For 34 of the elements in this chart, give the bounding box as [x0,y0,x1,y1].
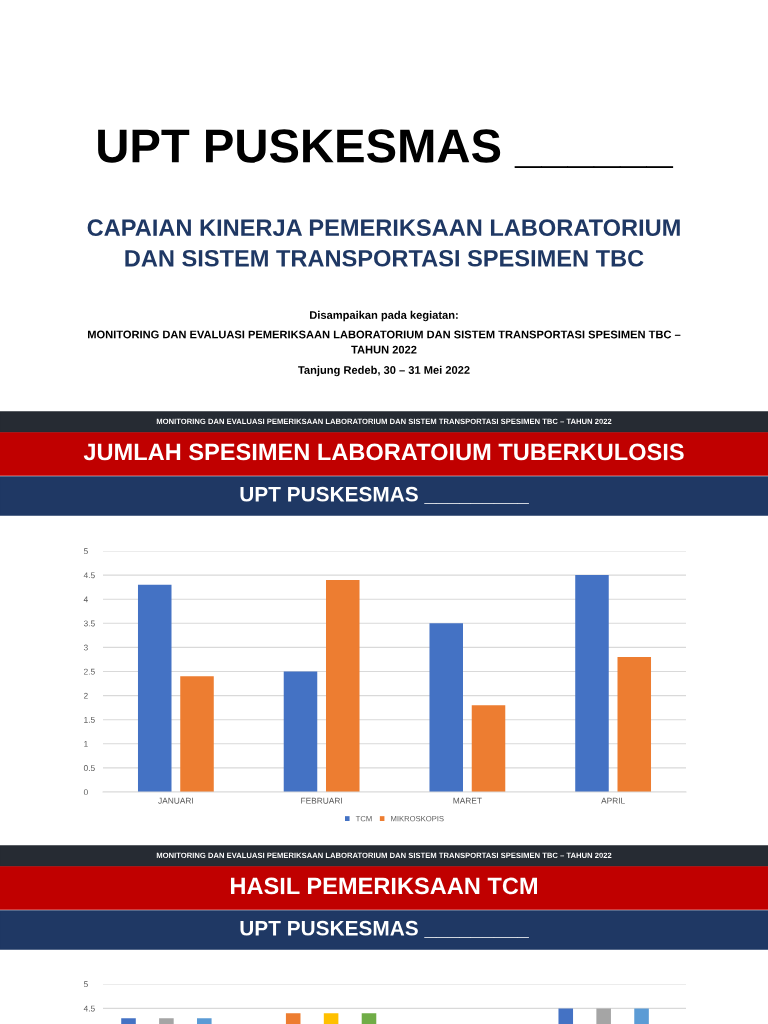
text: Tanjung Redeb, 30 – 31 Mei 2022 [298,365,470,377]
text: UPT PUSKESMAS ______ [98,129,674,168]
chart-title: HASIL PEMERIKSAAN TCM [231,877,537,895]
y-tick-label: 2 [83,692,88,699]
text: Disampaikan pada kegiatan: [310,310,458,322]
y-tick-label: 1 [84,741,88,747]
y-tick-label: 5 [83,981,88,988]
chart-subtitle: UPT PUSKESMAS _________ [240,486,529,504]
y-tick-label: 4.5 [83,1005,95,1012]
bar [429,623,463,792]
y-tick-label: 3.5 [83,620,95,627]
y-tick-label: 4 [83,596,88,603]
chart-subtitle: UPT PUSKESMAS _________ [240,920,529,938]
text: MONITORING DAN EVALUASI PEMERIKSAAN LABORATORIUM DAN SISTEM TRANSPORTASI SPESIMEN TBC – TAHUN 2022 [88,330,681,354]
bar [283,671,318,792]
bar [326,579,360,792]
bar [137,584,172,792]
chart-title: JUMLAH SPESIMEN LABORATOIUM TUBERKULOSIS [83,443,684,461]
bar [180,676,214,792]
bar [617,657,652,792]
y-tick-label: 2.5 [83,668,95,675]
y-tick-label: 4.5 [83,572,95,579]
y-tick-label: 0.5 [83,765,95,771]
x-tick-label: APRIL [601,797,625,804]
x-tick-label: FEBRUARI [301,797,342,804]
x-tick-label: JANUARI [158,797,193,804]
bar [575,575,609,792]
y-tick-label: 0 [83,789,88,796]
bar [471,705,506,792]
y-tick-label: 3 [83,644,88,651]
x-tick-label: MARET [453,797,482,804]
text: CAPAIAN KINERJA PEMERIKSAAN LABORATORIUM DAN SISTEM TRANSPORTASI SPESIMEN TBC [87,219,680,267]
y-tick-label: 1.5 [84,716,95,723]
y-tick-label: 5 [83,548,88,555]
